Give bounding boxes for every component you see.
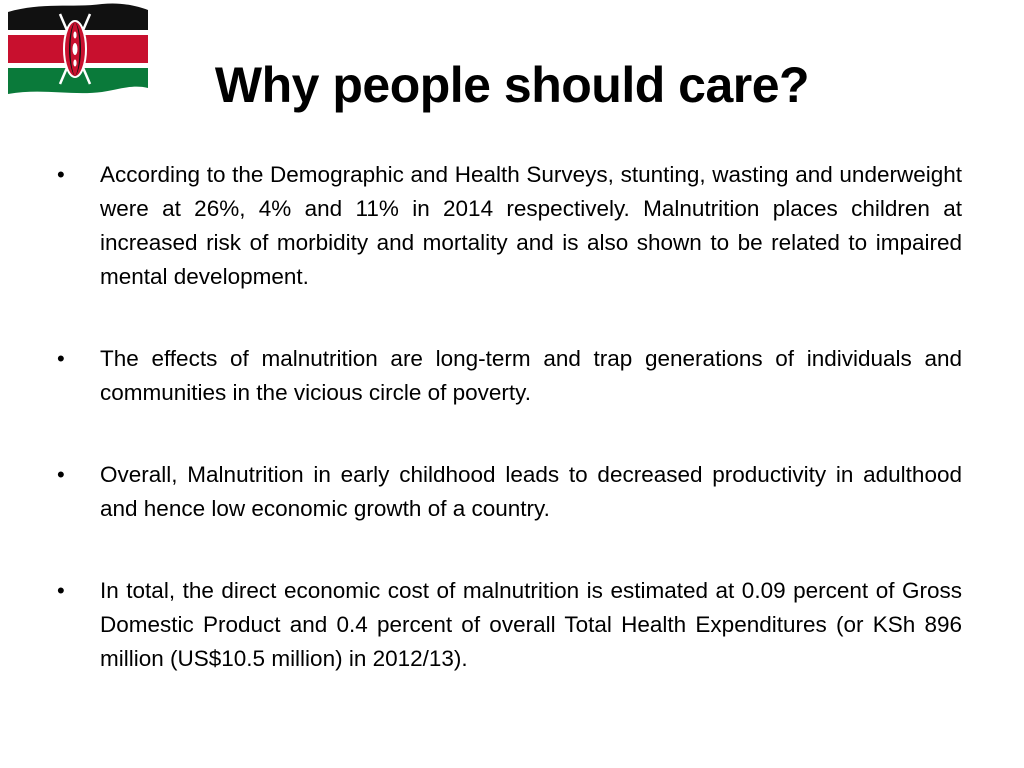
slide-title: Why people should care?	[214, 57, 810, 113]
bullet-item: • Overall, Malnutrition in early childho…	[55, 458, 962, 526]
bullet-text: In total, the direct economic cost of ma…	[100, 578, 962, 671]
bullet-marker: •	[57, 578, 65, 603]
bullet-text: The effects of malnutrition are long-ter…	[100, 346, 962, 405]
bullet-item: • According to the Demographic and Healt…	[55, 158, 962, 294]
bullet-item: • The effects of malnutrition are long-t…	[55, 342, 962, 410]
bullet-item: • In total, the direct economic cost of …	[55, 574, 962, 676]
bullet-marker: •	[57, 162, 65, 187]
kenya-flag-icon	[8, 3, 148, 95]
bullet-text: Overall, Malnutrition in early childhood…	[100, 462, 962, 521]
bullet-list: • According to the Demographic and Healt…	[55, 158, 962, 724]
bullet-marker: •	[57, 462, 65, 487]
bullet-text: According to the Demographic and Health …	[100, 162, 962, 289]
bullet-marker: •	[57, 346, 65, 371]
